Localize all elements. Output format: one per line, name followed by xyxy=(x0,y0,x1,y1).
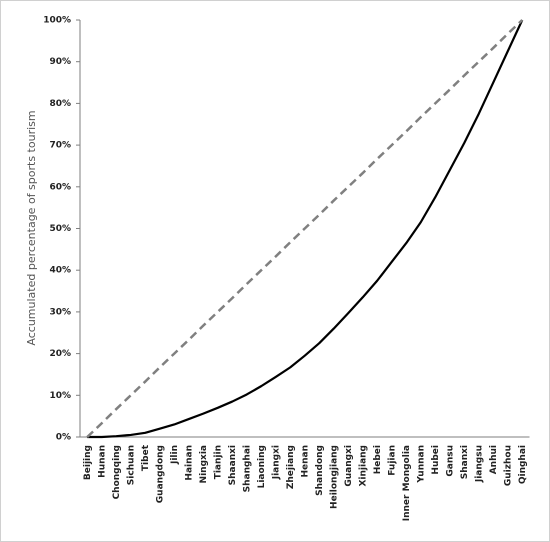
y-tick-label: 50% xyxy=(49,224,71,234)
x-tick-label: Heilongjiang xyxy=(329,445,339,509)
x-tick-label: Guangxi xyxy=(344,445,354,487)
y-axis-label: Accumulated percentage of sports tourism xyxy=(25,110,38,345)
series-line xyxy=(86,19,524,438)
x-tick-label: Ningxia xyxy=(199,445,209,483)
x-tick-label: Hebei xyxy=(373,445,383,474)
x-tick-label: Shanghai xyxy=(242,445,252,492)
x-tick-label: Anhui xyxy=(489,445,499,474)
x-tick-label: Tianjin xyxy=(213,445,223,479)
series-line xyxy=(87,19,524,439)
x-tick-label: Fujian xyxy=(387,445,397,476)
y-tick-label: 100% xyxy=(43,16,71,26)
x-tick-label: Jilin xyxy=(170,445,180,465)
y-tick-label: 80% xyxy=(49,99,71,109)
x-tick-label: Gansu xyxy=(445,445,455,477)
y-tick-label: 70% xyxy=(49,141,71,151)
x-tick-label: Yunnan xyxy=(416,445,426,484)
x-tick-label: Hubei xyxy=(431,445,441,475)
y-tick-label: 60% xyxy=(49,182,71,192)
x-tick-label: Xinjiang xyxy=(358,445,368,487)
x-tick-label: Sichuan xyxy=(126,445,136,485)
y-tick-label: 0% xyxy=(56,433,71,443)
x-tick-label: Shandong xyxy=(315,445,325,496)
x-tick-label: Zhejiang xyxy=(286,445,296,489)
x-tick-label: Shanxi xyxy=(460,445,470,479)
x-tick-label: Liaoning xyxy=(257,445,267,488)
x-tick-label: Beijing xyxy=(83,445,93,480)
x-tick-label: Guizhou xyxy=(503,445,513,486)
x-tick-label: Jiangxi xyxy=(271,445,281,480)
x-tick-label: Henan xyxy=(300,445,310,478)
x-tick-label: Hainan xyxy=(184,445,194,481)
y-tick-label: 20% xyxy=(49,349,71,359)
y-tick-label: 40% xyxy=(49,266,71,276)
x-tick-label: Chongqing xyxy=(112,445,122,499)
y-tick-label: 90% xyxy=(49,57,71,67)
x-tick-label: Jiangsu xyxy=(474,445,484,483)
x-tick-label: Guangdong xyxy=(155,445,165,503)
x-tick-label: Hunan xyxy=(97,445,107,478)
x-tick-label: Inner Mongolia xyxy=(402,445,412,521)
y-tick-label: 30% xyxy=(49,307,71,317)
y-tick-label: 10% xyxy=(49,391,71,401)
x-tick-label: Qinghai xyxy=(518,445,528,484)
x-tick-label: Shaanxi xyxy=(228,445,238,485)
x-tick-label: Tibet xyxy=(141,444,151,471)
